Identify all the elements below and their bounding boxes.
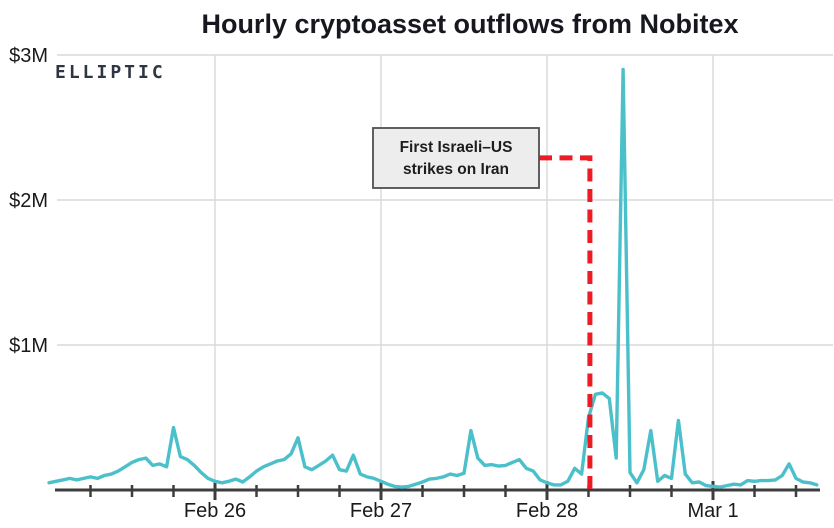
- outflow-series-line: [47, 67, 819, 489]
- x-tick-label-feb26: Feb 26: [184, 500, 246, 522]
- x-axis: [55, 481, 820, 500]
- event-marker-dashed-line: [539, 155, 593, 490]
- elliptic-logo: ELLIPTIC: [55, 62, 166, 83]
- annotation-callout: First Israeli–US strikes on Iran: [372, 127, 540, 189]
- annotation-text-line1: First Israeli–US: [400, 139, 513, 156]
- annotation-box: [372, 127, 540, 189]
- outflow-line-path: [47, 67, 819, 489]
- annotation-text-line2: strikes on Iran: [403, 161, 509, 178]
- event-marker-path: [539, 155, 593, 490]
- y-tick-label-3m: $3M: [9, 45, 48, 67]
- x-tick-label-mar1: Mar 1: [687, 500, 738, 522]
- x-tick-label-feb27: Feb 27: [350, 500, 412, 522]
- gridlines: [57, 54, 833, 489]
- y-tick-label-1m: $1M: [9, 335, 48, 357]
- y-tick-label-2m: $2M: [9, 190, 48, 212]
- chart-title: Hourly cryptoasset outflows from Nobitex: [201, 9, 738, 39]
- x-tick-label-feb28: Feb 28: [516, 500, 578, 522]
